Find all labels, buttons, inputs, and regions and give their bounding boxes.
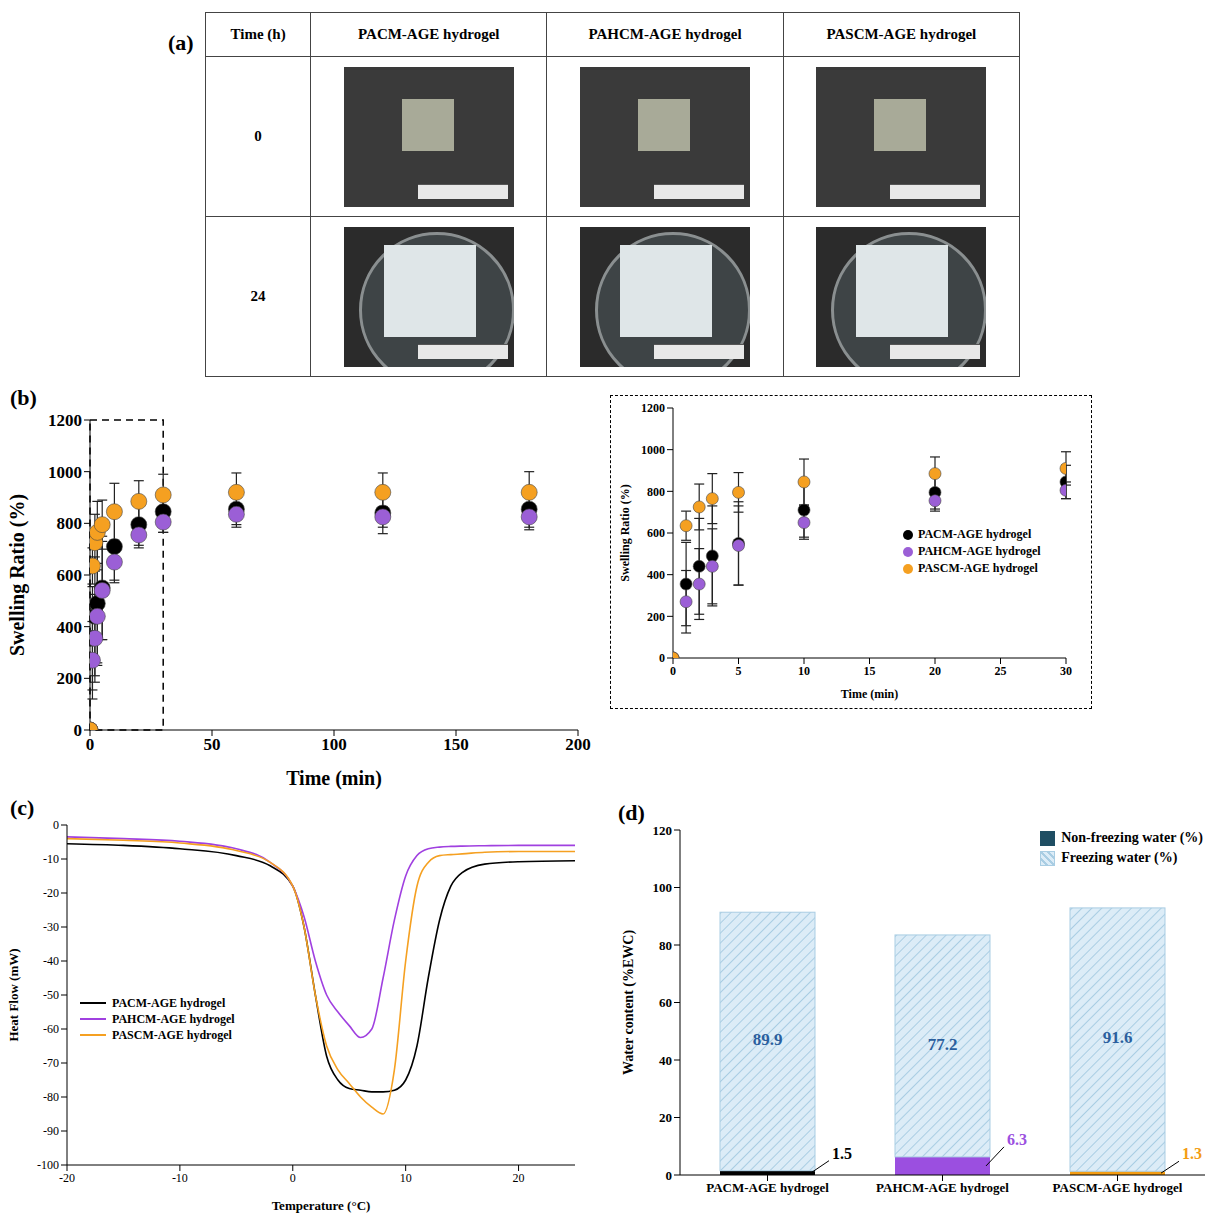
svg-text:30: 30 bbox=[1060, 664, 1072, 678]
html-text:PACM-AGE hydrogel: PACM-AGE hydrogel bbox=[918, 527, 1032, 541]
svg-text:-90: -90 bbox=[43, 1124, 59, 1138]
svg-text:20: 20 bbox=[659, 1110, 672, 1125]
svg-text:20: 20 bbox=[929, 664, 941, 678]
svg-text:50: 50 bbox=[204, 735, 221, 754]
html-text:0: 0 bbox=[254, 128, 262, 144]
svg-text:-10: -10 bbox=[43, 852, 59, 866]
html-text:PACM-AGE hydrogel: PACM-AGE hydrogel bbox=[358, 26, 500, 42]
svg-text:5: 5 bbox=[736, 664, 742, 678]
svg-text:200: 200 bbox=[565, 735, 591, 754]
svg-text:91.6: 91.6 bbox=[1103, 1028, 1133, 1047]
svg-text:1.3: 1.3 bbox=[1182, 1145, 1202, 1162]
svg-text:800: 800 bbox=[57, 514, 83, 533]
html-text:PASCM-AGE hydrogel: PASCM-AGE hydrogel bbox=[826, 26, 977, 42]
svg-text:0: 0 bbox=[74, 721, 83, 740]
svg-text:120: 120 bbox=[653, 823, 673, 838]
svg-text:Time (min): Time (min) bbox=[286, 767, 382, 790]
svg-text:PASCM-AGE hydrogel: PASCM-AGE hydrogel bbox=[1053, 1180, 1183, 1195]
svg-text:PACM-AGE hydrogel: PACM-AGE hydrogel bbox=[706, 1180, 829, 1195]
svg-text:25: 25 bbox=[995, 664, 1007, 678]
svg-text:0: 0 bbox=[53, 818, 59, 832]
svg-text:800: 800 bbox=[647, 485, 665, 499]
svg-text:-80: -80 bbox=[43, 1090, 59, 1104]
svg-text:80: 80 bbox=[659, 938, 672, 953]
svg-text:0: 0 bbox=[666, 1168, 673, 1183]
svg-text:89.9: 89.9 bbox=[753, 1030, 783, 1049]
html-text:Non-freezing water (%): Non-freezing water (%) bbox=[1061, 830, 1203, 845]
svg-text:1.5: 1.5 bbox=[832, 1145, 852, 1162]
svg-text:0: 0 bbox=[659, 651, 665, 665]
svg-text:60: 60 bbox=[659, 995, 672, 1010]
svg-text:10: 10 bbox=[400, 1171, 412, 1185]
svg-text:0: 0 bbox=[670, 664, 676, 678]
svg-text:-20: -20 bbox=[43, 886, 59, 900]
html-text:PASCM-AGE hydrogel: PASCM-AGE hydrogel bbox=[918, 561, 1038, 575]
svg-text:100: 100 bbox=[653, 880, 673, 895]
svg-text:15: 15 bbox=[864, 664, 876, 678]
svg-text:1000: 1000 bbox=[641, 443, 665, 457]
svg-text:Time (min): Time (min) bbox=[841, 687, 898, 701]
svg-text:Swelling Ratio (%): Swelling Ratio (%) bbox=[6, 494, 29, 656]
svg-text:Heat Flow (mW): Heat Flow (mW) bbox=[6, 948, 21, 1041]
svg-text:-50: -50 bbox=[43, 988, 59, 1002]
html-text:(d): (d) bbox=[618, 800, 645, 825]
svg-text:-100: -100 bbox=[37, 1158, 59, 1172]
html-text:PAHCM-AGE hydrogel: PAHCM-AGE hydrogel bbox=[918, 544, 1041, 558]
svg-text:Temperature (°C): Temperature (°C) bbox=[272, 1198, 371, 1213]
html-text:PAHCM-AGE hydrogel: PAHCM-AGE hydrogel bbox=[112, 1011, 235, 1026]
svg-text:40: 40 bbox=[659, 1053, 672, 1068]
html-text:(b): (b) bbox=[10, 385, 37, 410]
html-text:PAHCM-AGE hydrogel: PAHCM-AGE hydrogel bbox=[588, 26, 742, 42]
svg-text:-40: -40 bbox=[43, 954, 59, 968]
svg-text:6.3: 6.3 bbox=[1007, 1131, 1027, 1148]
svg-text:200: 200 bbox=[57, 669, 83, 688]
svg-text:-10: -10 bbox=[172, 1171, 188, 1185]
html-text:(c): (c) bbox=[10, 795, 35, 820]
svg-text:400: 400 bbox=[57, 618, 83, 637]
svg-text:0: 0 bbox=[290, 1171, 296, 1185]
svg-text:77.2: 77.2 bbox=[928, 1035, 958, 1054]
html-text:(a): (a) bbox=[168, 30, 194, 55]
svg-text:Water content (%EWC): Water content (%EWC) bbox=[621, 930, 637, 1075]
svg-text:600: 600 bbox=[647, 526, 665, 540]
svg-text:1200: 1200 bbox=[641, 401, 665, 415]
svg-text:PAHCM-AGE hydrogel: PAHCM-AGE hydrogel bbox=[876, 1180, 1009, 1195]
html-text:PASCM-AGE hydrogel: PASCM-AGE hydrogel bbox=[112, 1027, 232, 1042]
svg-text:-20: -20 bbox=[59, 1171, 75, 1185]
svg-text:1000: 1000 bbox=[48, 463, 82, 482]
html-text:Freezing water (%): Freezing water (%) bbox=[1061, 850, 1178, 865]
svg-text:400: 400 bbox=[647, 568, 665, 582]
svg-text:0: 0 bbox=[86, 735, 95, 754]
svg-text:-30: -30 bbox=[43, 920, 59, 934]
svg-text:150: 150 bbox=[443, 735, 469, 754]
svg-text:100: 100 bbox=[321, 735, 347, 754]
svg-text:10: 10 bbox=[798, 664, 810, 678]
svg-text:200: 200 bbox=[647, 610, 665, 624]
svg-text:-60: -60 bbox=[43, 1022, 59, 1036]
html-text:24: 24 bbox=[250, 288, 266, 304]
svg-text:600: 600 bbox=[57, 566, 83, 585]
svg-text:1200: 1200 bbox=[48, 411, 82, 430]
svg-text:Swelling Ratio (%): Swelling Ratio (%) bbox=[618, 484, 632, 581]
html-text:PACM-AGE hydrogel: PACM-AGE hydrogel bbox=[112, 995, 226, 1010]
svg-text:20: 20 bbox=[513, 1171, 525, 1185]
svg-text:-70: -70 bbox=[43, 1056, 59, 1070]
html-text:Time (h): Time (h) bbox=[230, 26, 286, 42]
